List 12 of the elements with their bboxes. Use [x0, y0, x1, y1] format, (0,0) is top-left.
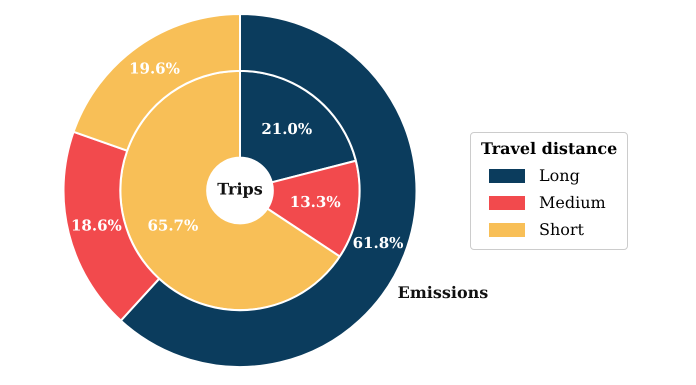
data-label: 13.3%: [290, 193, 341, 212]
legend-label: Short: [539, 220, 584, 239]
legend-title: Travel distance: [481, 139, 618, 158]
data-label: 19.6%: [129, 60, 180, 78]
legend-label: Long: [539, 166, 580, 185]
slice-label: Trips: [217, 180, 263, 199]
data-label: 61.8%: [352, 234, 404, 252]
legend-label: Medium: [539, 193, 606, 212]
data-label: 18.6%: [70, 216, 122, 234]
data-label: 65.7%: [147, 216, 198, 234]
slice-label: Emissions: [398, 282, 488, 302]
data-label: 21.0%: [261, 120, 312, 138]
